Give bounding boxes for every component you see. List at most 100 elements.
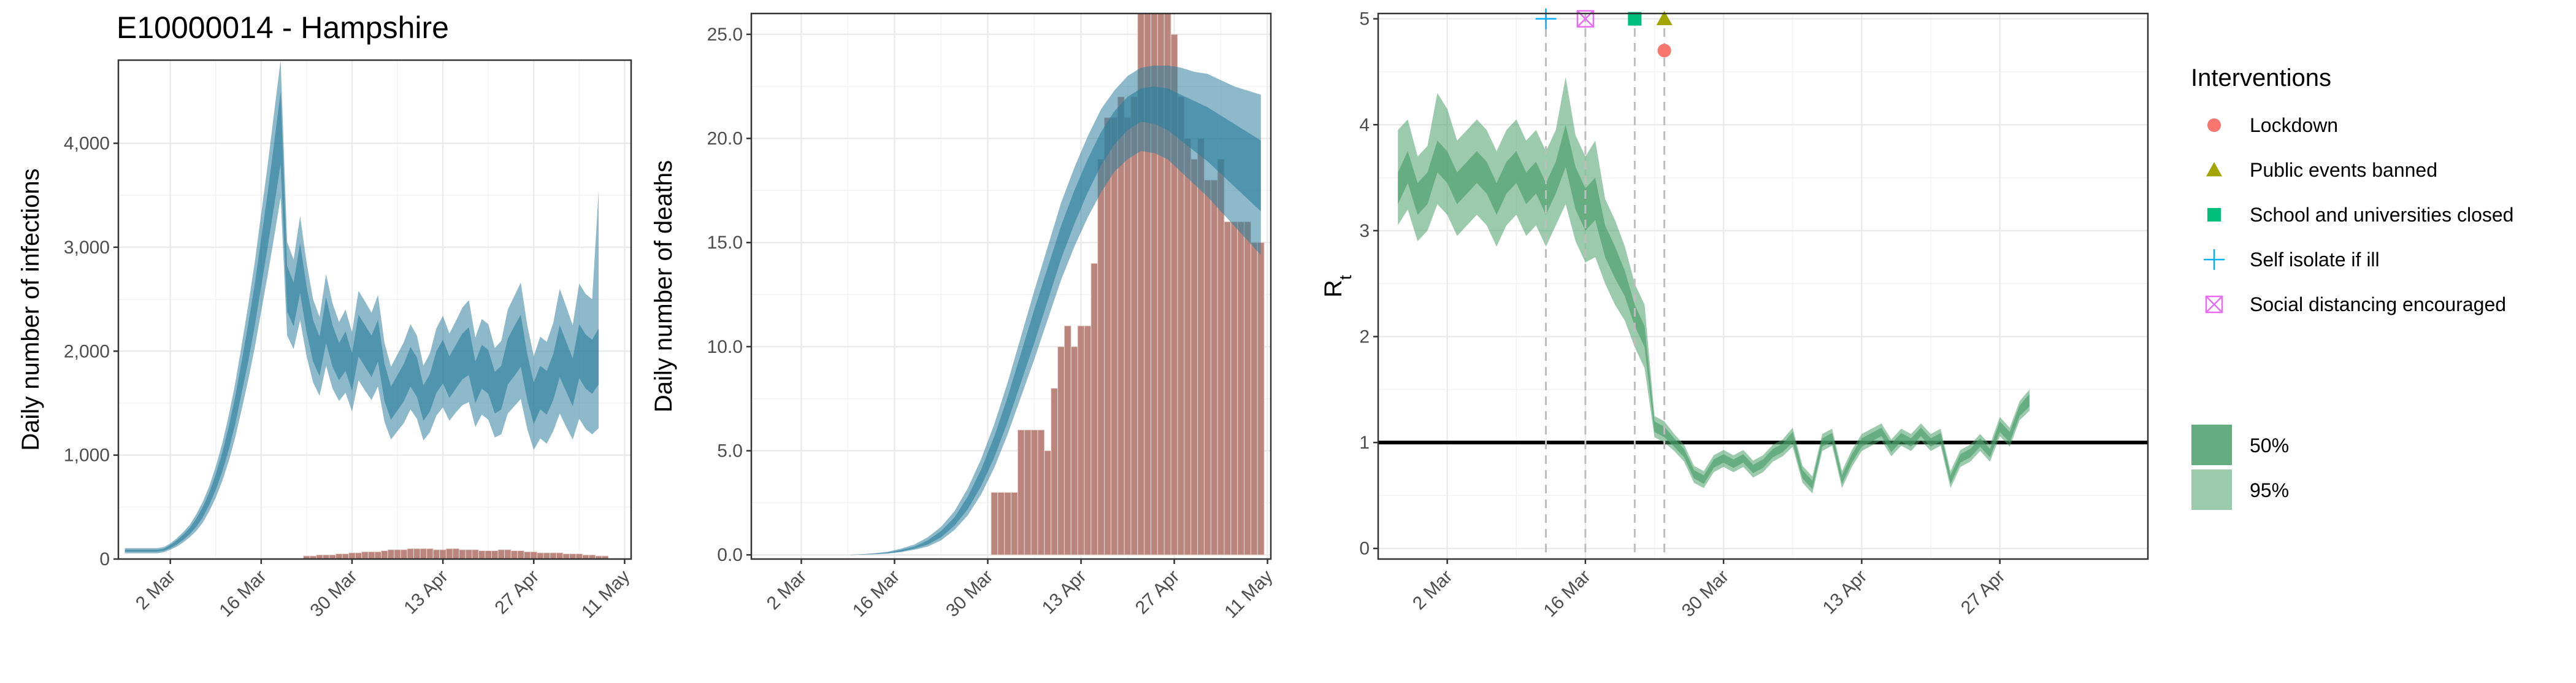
y-tick-label: 1 — [1359, 433, 1370, 453]
bar — [1110, 117, 1118, 555]
social-distancing-marker-box — [1576, 10, 1595, 28]
y-axis: 0 1 2 3 4 5 — [1359, 9, 1378, 559]
lockdown-marker — [1657, 44, 1671, 58]
legend-item: Social distancing encouraged — [2205, 293, 2506, 315]
x-tick-label: 13 Apr — [400, 566, 452, 619]
bars — [303, 548, 609, 560]
y-tick-label: 20.0 — [707, 129, 743, 149]
legend-item-label: School and universities closed — [2250, 204, 2513, 226]
grid — [1378, 14, 2148, 559]
x-tick-label: 30 Mar — [307, 566, 361, 621]
social-distancing-marker-d2 — [2206, 296, 2223, 313]
x-tick-label: 2 Mar — [132, 566, 180, 614]
bar — [575, 554, 583, 560]
bar — [517, 550, 524, 560]
x-tick-label: 2 Mar — [1409, 566, 1457, 614]
legend-item: Lockdown — [2207, 114, 2338, 136]
legend-ci-label: 95% — [2250, 479, 2289, 501]
y-tick-label: 2,000 — [64, 341, 110, 361]
bar — [1011, 492, 1018, 555]
bar — [491, 550, 499, 560]
legend-interventions-items: Lockdown Public events banned School and u… — [2204, 114, 2513, 315]
bar — [342, 554, 350, 560]
bar — [1250, 242, 1258, 555]
y-tick-label: 3,000 — [64, 237, 110, 258]
bar — [1130, 96, 1138, 555]
bar — [400, 549, 408, 560]
y-tick-label: 15.0 — [707, 233, 743, 253]
y-tick-label: 5 — [1359, 9, 1370, 29]
legend-item: School and universities closed — [2207, 204, 2513, 226]
bar — [1190, 159, 1198, 555]
legend-ci-label: 50% — [2250, 434, 2289, 457]
x-tick-label: 30 Mar — [942, 566, 997, 621]
legend-item-label: Self isolate if ill — [2250, 249, 2380, 271]
x-tick-label: 16 Mar — [849, 566, 903, 621]
bar — [1070, 346, 1078, 555]
x-tick-label: 27 Apr — [1957, 566, 2009, 619]
x-tick-label: 27 Apr — [1132, 566, 1184, 619]
bar — [543, 552, 551, 560]
bar — [381, 550, 388, 560]
bar — [497, 549, 505, 560]
chart-title: E10000014 - Hampshire — [117, 10, 449, 45]
bar — [1037, 430, 1045, 555]
bar — [335, 554, 343, 560]
bar — [1197, 138, 1205, 555]
bar — [1244, 221, 1251, 555]
bar — [1210, 179, 1218, 555]
bar — [1097, 159, 1105, 555]
bar — [997, 492, 1005, 555]
bar — [459, 549, 466, 560]
bar — [374, 551, 382, 560]
y-tick-label: 0 — [99, 549, 110, 569]
x-axis: 2 Mar 16 Mar 30 Mar 13 Apr 27 Apr 11 May — [132, 559, 634, 622]
panel-border — [1377, 12, 2149, 560]
bar — [407, 548, 414, 560]
y-tick-label: 0 — [1359, 539, 1370, 559]
legend-ci-item: 50% — [2191, 425, 2289, 465]
bar — [504, 549, 512, 560]
bar — [1203, 179, 1211, 555]
ci95-band — [125, 60, 599, 554]
x-tick-label: 16 Mar — [215, 566, 270, 621]
bar — [556, 552, 564, 560]
ci95-band — [1398, 77, 2030, 493]
bar — [439, 549, 447, 560]
bar — [537, 552, 544, 560]
bar — [1030, 430, 1038, 555]
bar — [348, 552, 356, 560]
ci50-band — [125, 91, 599, 552]
y-axis: 0.0 5.0 10.0 15.0 20.0 25.0 — [707, 25, 751, 565]
deaths-panel: 0.0 5.0 10.0 15.0 20.0 25.0 2 Mar 16 Mar 30 Mar 1… — [650, 12, 1277, 622]
school-closed-marker — [2207, 207, 2221, 222]
self-isolate-marker — [2204, 249, 2225, 270]
bar — [394, 549, 401, 560]
interventions — [1535, 8, 1673, 559]
x-tick-label: 2 Mar — [763, 566, 811, 614]
legend-ci-item: 95% — [2191, 469, 2289, 510]
bar — [1024, 430, 1032, 555]
y-tick-label: 4 — [1359, 115, 1370, 135]
bar — [1257, 242, 1265, 555]
bar — [445, 548, 453, 560]
bar — [510, 550, 518, 560]
bar — [1230, 221, 1238, 555]
x-tick-label: 30 Mar — [1678, 566, 1733, 621]
x-tick-label: 13 Apr — [1038, 566, 1091, 619]
y-tick-label: 5.0 — [717, 441, 743, 461]
social-distancing-marker — [2205, 295, 2223, 314]
bar — [387, 549, 395, 560]
bar — [367, 551, 375, 560]
bar — [562, 554, 570, 560]
ci50-band — [1398, 125, 2030, 490]
ci50-band — [754, 86, 1261, 555]
bar — [1064, 325, 1071, 555]
y-tick-label: 2 — [1359, 326, 1370, 347]
bar — [420, 548, 427, 560]
bar — [1237, 221, 1245, 555]
legend: Interventions Lockdown Public events bann… — [2191, 64, 2513, 510]
y-axis-title: Daily number of deaths — [650, 160, 677, 412]
bar — [478, 550, 486, 560]
legend-title-interventions: Interventions — [2191, 64, 2331, 91]
